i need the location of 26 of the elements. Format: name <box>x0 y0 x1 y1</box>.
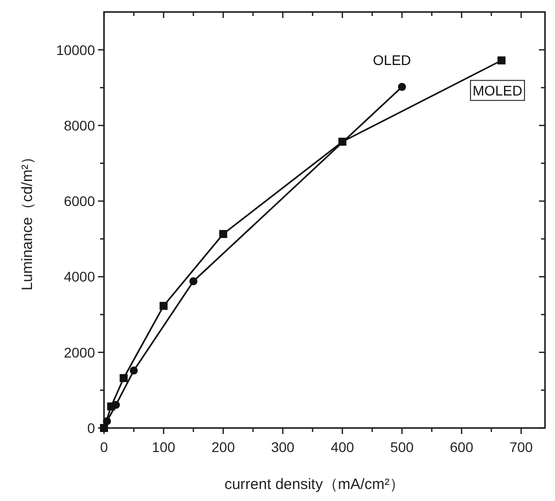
point <box>102 417 111 426</box>
x-tick-label: 100 <box>152 439 176 455</box>
x-tick-label: 700 <box>509 439 534 455</box>
point <box>120 374 128 382</box>
y-tick-label: 10000 <box>56 42 96 58</box>
point <box>160 302 168 310</box>
point <box>189 277 198 286</box>
series-label: OLED <box>372 52 412 68</box>
y-tick-label: 8000 <box>64 117 96 134</box>
point <box>398 82 406 91</box>
x-tick-label: 500 <box>390 439 414 455</box>
point <box>130 366 138 375</box>
point <box>219 230 228 238</box>
x-axis-title: current density（mA/cm²） <box>224 476 405 493</box>
x-tick-label: 0 <box>100 439 108 455</box>
y-tick-label: 4000 <box>64 268 96 285</box>
x-tick-label: 200 <box>212 439 236 455</box>
point <box>497 56 506 64</box>
y-tick-label: 6000 <box>64 193 96 210</box>
y-axis-title: Luminance（cd/m²） <box>19 150 36 290</box>
x-tick-label: 400 <box>330 439 354 455</box>
point <box>100 424 108 432</box>
y-tick-label: 0 <box>87 420 96 436</box>
x-tick-label: 300 <box>271 439 295 455</box>
y-tick-label: 2000 <box>64 344 96 360</box>
x-tick-label: 600 <box>450 439 474 455</box>
